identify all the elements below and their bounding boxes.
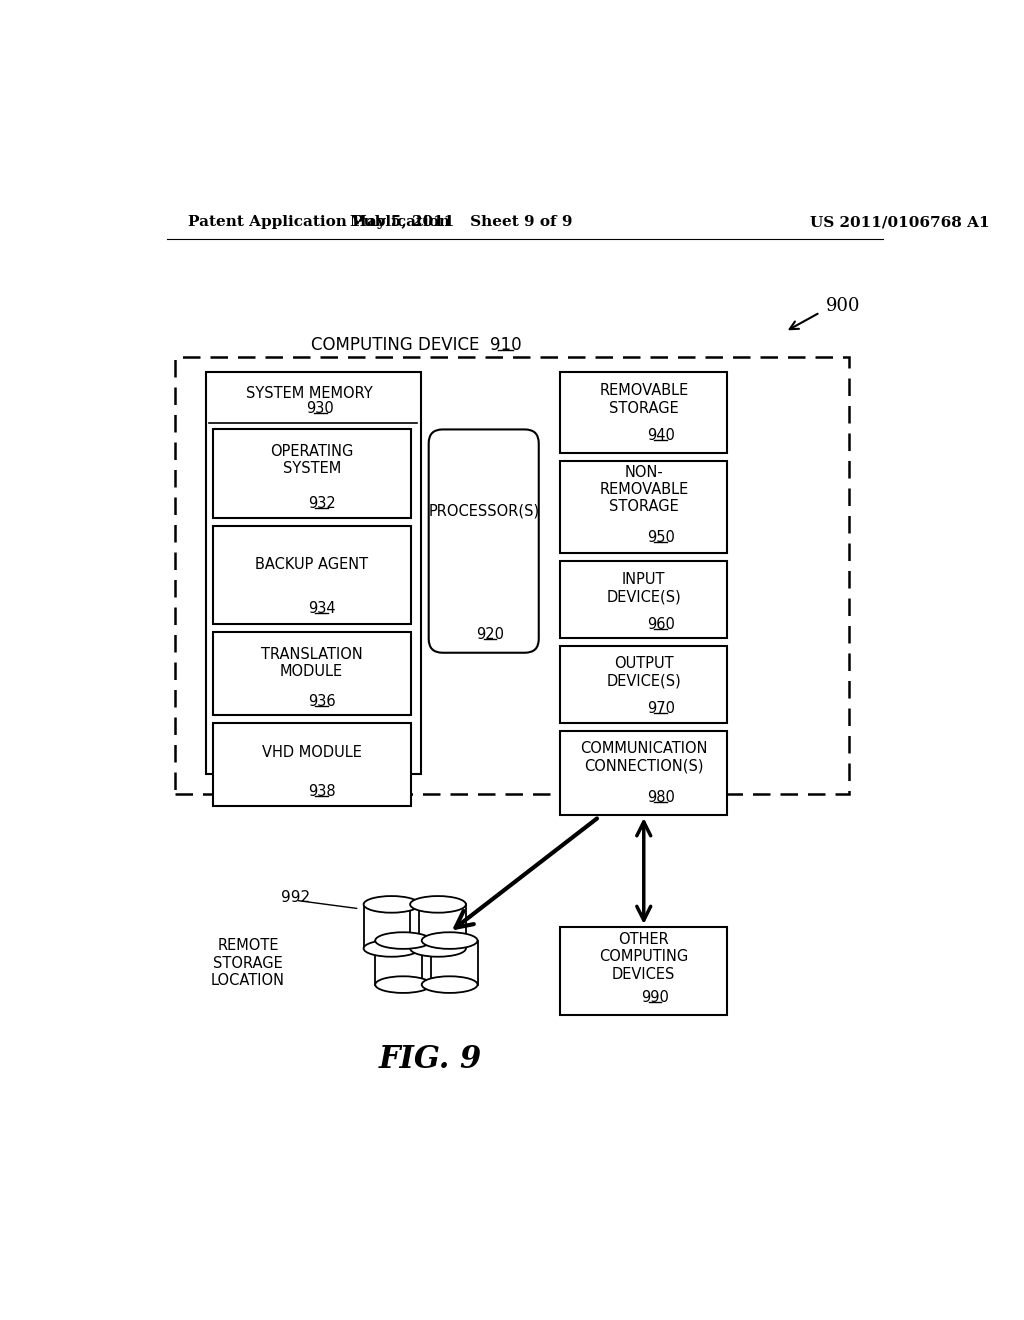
Ellipse shape xyxy=(410,896,466,912)
Bar xyxy=(174,358,849,795)
Text: 936: 936 xyxy=(308,694,336,709)
Text: VHD MODULE: VHD MODULE xyxy=(262,746,361,760)
Text: NON-
REMOVABLE
STORAGE: NON- REMOVABLE STORAGE xyxy=(599,465,688,515)
Text: US 2011/0106768 A1: US 2011/0106768 A1 xyxy=(810,215,989,230)
Text: COMMUNICATION
CONNECTION(S): COMMUNICATION CONNECTION(S) xyxy=(580,742,708,774)
Bar xyxy=(560,730,727,816)
Bar xyxy=(213,429,411,517)
Text: 990: 990 xyxy=(641,990,669,1006)
Bar xyxy=(213,723,411,807)
Text: 960: 960 xyxy=(647,616,675,632)
Text: TRANSLATION
MODULE: TRANSLATION MODULE xyxy=(261,647,362,678)
Text: 920: 920 xyxy=(476,627,504,642)
Text: 934: 934 xyxy=(308,602,336,616)
Text: OTHER
COMPUTING
DEVICES: OTHER COMPUTING DEVICES xyxy=(599,932,688,982)
Text: 932: 932 xyxy=(308,496,336,511)
Text: REMOVABLE
STORAGE: REMOVABLE STORAGE xyxy=(599,383,688,416)
Bar xyxy=(560,561,727,638)
Text: 930: 930 xyxy=(306,401,334,416)
Text: OPERATING
SYSTEM: OPERATING SYSTEM xyxy=(270,444,353,477)
Text: 940: 940 xyxy=(647,428,675,444)
Text: BACKUP AGENT: BACKUP AGENT xyxy=(255,557,369,572)
Text: FIG. 9: FIG. 9 xyxy=(379,1044,482,1074)
Text: 970: 970 xyxy=(647,701,675,715)
FancyBboxPatch shape xyxy=(429,429,539,653)
Text: 910: 910 xyxy=(489,335,521,354)
Bar xyxy=(364,896,420,940)
Bar xyxy=(410,896,466,940)
Text: PROCESSOR(S): PROCESSOR(S) xyxy=(428,503,540,519)
Ellipse shape xyxy=(364,896,420,912)
Ellipse shape xyxy=(422,932,477,949)
Text: 992: 992 xyxy=(282,890,310,906)
Text: 980: 980 xyxy=(647,789,675,805)
Bar xyxy=(206,372,421,775)
Bar xyxy=(560,927,727,1015)
Ellipse shape xyxy=(410,940,466,957)
Text: COMPUTING DEVICE: COMPUTING DEVICE xyxy=(311,335,479,354)
Text: 950: 950 xyxy=(647,529,675,545)
Text: 938: 938 xyxy=(308,784,336,799)
Text: SYSTEM MEMORY: SYSTEM MEMORY xyxy=(246,385,373,401)
Bar xyxy=(213,632,411,715)
Bar xyxy=(422,932,477,977)
Text: INPUT
DEVICE(S): INPUT DEVICE(S) xyxy=(606,572,681,605)
Text: REMOTE
STORAGE
LOCATION: REMOTE STORAGE LOCATION xyxy=(211,939,285,987)
Text: May 5, 2011   Sheet 9 of 9: May 5, 2011 Sheet 9 of 9 xyxy=(350,215,572,230)
Ellipse shape xyxy=(375,932,431,949)
Bar xyxy=(213,525,411,624)
Text: Patent Application Publication: Patent Application Publication xyxy=(188,215,451,230)
Text: OUTPUT
DEVICE(S): OUTPUT DEVICE(S) xyxy=(606,656,681,688)
Bar xyxy=(560,645,727,723)
Ellipse shape xyxy=(422,977,477,993)
Bar xyxy=(375,932,431,977)
Bar xyxy=(560,372,727,453)
Text: 900: 900 xyxy=(825,297,860,315)
Ellipse shape xyxy=(375,977,431,993)
Bar xyxy=(560,461,727,553)
Ellipse shape xyxy=(364,940,420,957)
